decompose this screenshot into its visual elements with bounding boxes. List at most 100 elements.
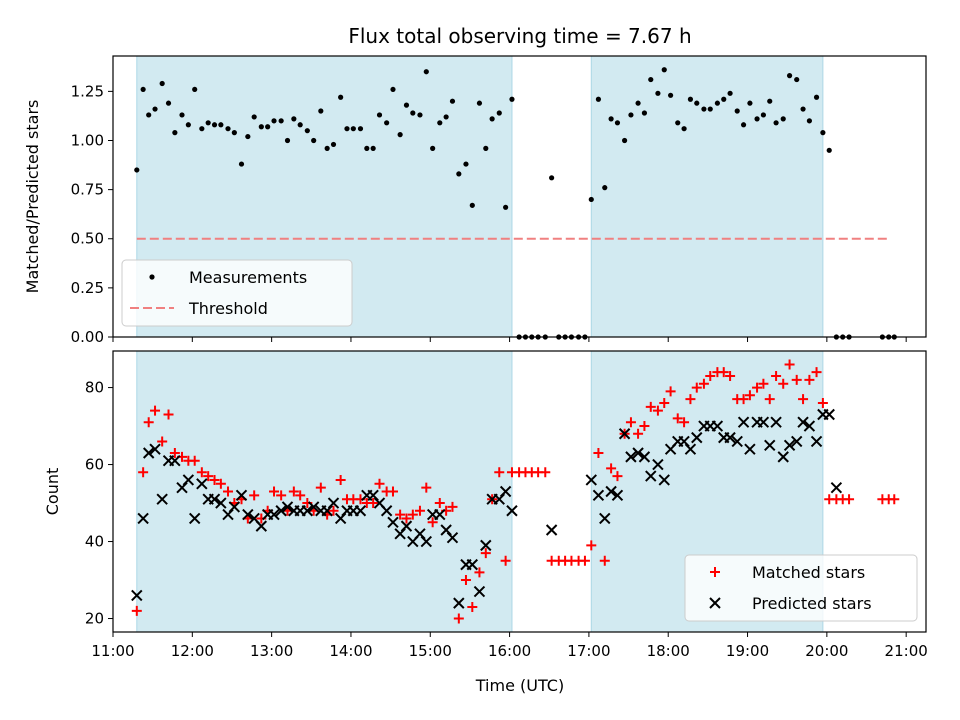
matched-star-point [725,371,736,382]
measurement-point [311,137,317,144]
predicted-star-point [255,520,268,532]
count-panel: 20 40 60 80 11:00 12:00 13:00 14:00 15:00 16:00 17… [43,350,928,660]
measurement-point [338,94,344,100]
predicted-star-point [632,447,644,459]
predicted-star-point [149,443,161,455]
matched-star-point [633,428,644,439]
axes-frame [112,350,927,633]
matched-star-point [169,448,180,459]
predicted-star-point [605,485,617,498]
measurement-point [820,130,826,136]
predicted-star-point [215,497,227,509]
predicted-star-point [638,451,651,463]
measurement-point [443,114,449,120]
matched-star-point [705,371,716,382]
matched-star-point [659,397,670,408]
matched-star-point [771,371,782,382]
matched-star-point [606,463,617,474]
measurement-point [410,110,416,116]
measurement-point [608,116,614,122]
matched-star-point [209,474,220,485]
predicted-star-point [770,416,782,428]
legend-label: Measurements [189,268,307,287]
measurement-point [476,100,483,106]
matched-star-point [817,397,828,408]
measurement-point [211,122,218,128]
y-tick-label: 0.75 [71,181,104,199]
measurement-point [595,96,602,102]
predicted-star-point [400,520,413,532]
y-tick-label: 60 [85,456,104,474]
y-axis-label: Matched/Predicted stars [23,100,42,294]
legend-dot-icon [149,274,155,280]
matched-star-point [368,498,379,509]
measurement-point [430,145,436,151]
measurement-point [549,175,555,181]
predicted-star-point [791,435,803,448]
predicted-star-point [156,493,168,505]
measurement-point [146,112,152,118]
predicted-star-point [228,501,241,513]
measurement-point [614,120,621,126]
measurement-point [357,126,364,132]
y-tick-label: 1.00 [71,131,104,149]
predicted-star-point [783,439,796,452]
legend-label: Matched stars [752,563,865,582]
matched-star-point [798,394,809,405]
measurement-point [800,106,806,112]
legend-plus-icon [710,567,720,577]
measurement-point [694,100,700,106]
measurement-point [344,126,350,132]
measurement-point [172,130,178,136]
legend-label: Predicted stars [752,594,872,613]
matched-star-point [474,567,485,578]
predicted-star-point [830,481,843,494]
measurement-point [324,145,330,151]
measurement-point [767,98,773,104]
measurement-point [661,67,667,73]
matched-star-point [223,486,234,497]
predicted-star-point [281,501,294,513]
matched-star-point [467,601,478,612]
measurement-point [456,171,462,177]
legend-label: Threshold [188,299,268,318]
measurement-point [350,126,356,132]
matched-star-point [453,613,464,624]
x-tick-label: 13:00 [250,642,293,660]
matched-star-point [679,417,690,428]
measurement-point [165,100,172,106]
matched-star-point [645,401,656,412]
measurement-point [655,90,661,96]
predicted-star-point [724,431,736,444]
predicted-star-point [354,505,367,517]
observing-window [590,55,824,338]
observing-window [136,350,513,633]
measurement-point [628,112,634,118]
matched-star-point [494,467,505,478]
matched-star-point [652,405,663,416]
measurement-point [397,132,403,138]
measurement-point [707,106,713,112]
matched-star-point [395,509,406,520]
matched-star-point [889,494,900,505]
predicted-star-point [275,505,287,517]
measurement-point [449,98,456,104]
matched-star-point [593,448,604,459]
predicted-star-point [823,408,835,421]
matched-star-point [586,540,597,551]
measurement-point [806,118,813,124]
matched-star-point [249,490,260,501]
measurement-point [291,116,297,122]
measurement-point [265,124,271,130]
measurement-point [192,86,198,93]
chart-title: Flux total observing time = 7.67 h [348,24,691,48]
measurement-point [245,133,251,140]
x-tick-label: 15:00 [409,642,452,660]
predicted-star-point [235,489,248,502]
matched-star-point [738,394,749,405]
axes-frame [112,55,927,338]
predicted-star-point [473,585,486,598]
legend-box [121,259,353,327]
matched-star-point [131,605,142,616]
